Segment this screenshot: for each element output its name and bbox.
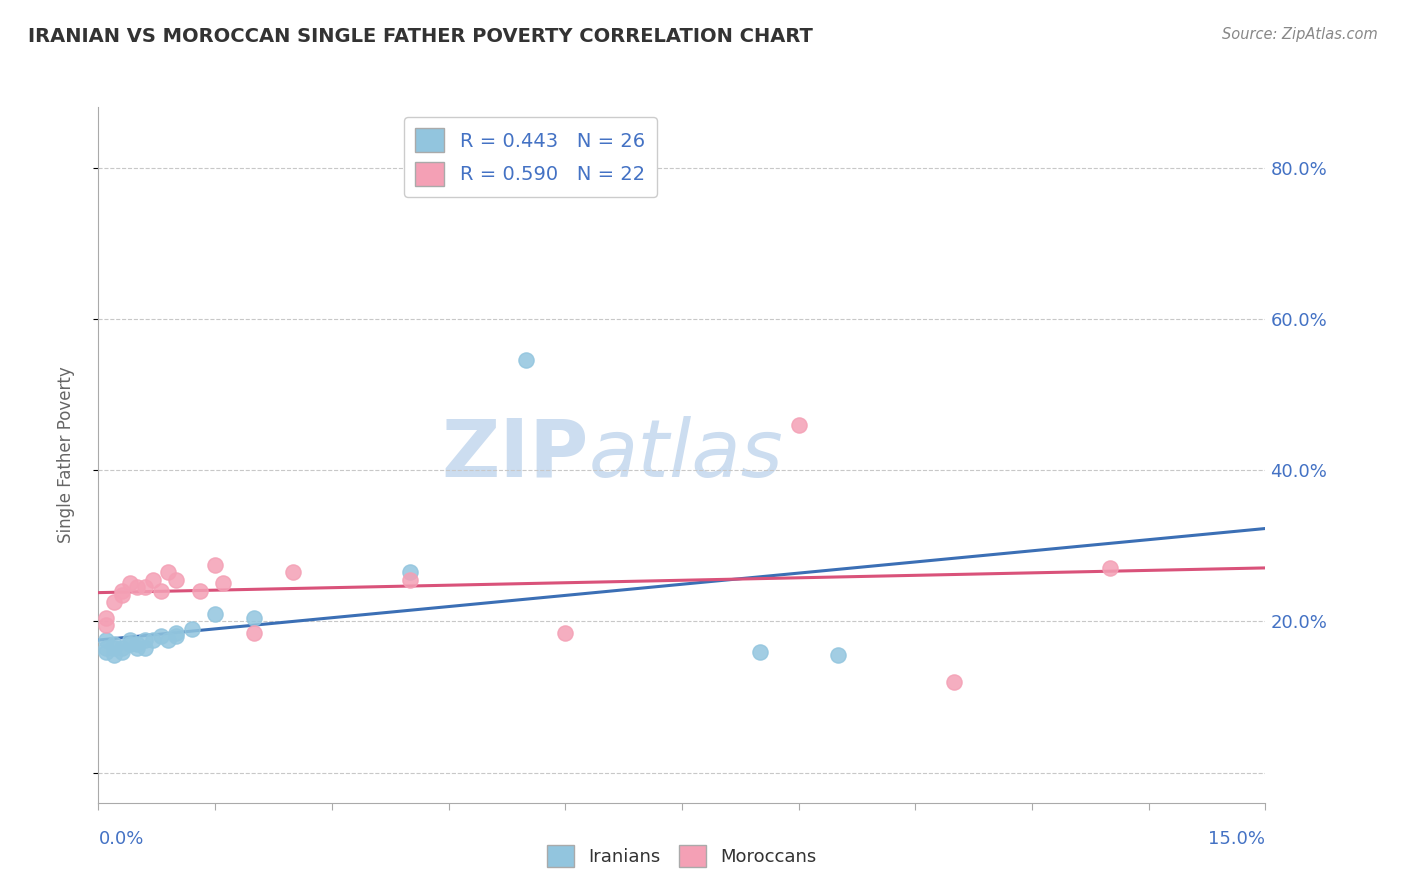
Point: [134, 640, 156, 655]
Point: [118, 633, 141, 648]
Point: [111, 640, 134, 655]
Point: [118, 576, 141, 591]
Point: [515, 353, 537, 368]
Point: [165, 625, 187, 640]
Point: [398, 573, 420, 587]
Point: [96, 640, 118, 655]
Point: [127, 637, 149, 651]
Point: [787, 417, 810, 432]
Point: [943, 674, 966, 689]
Point: [142, 633, 165, 648]
Point: [157, 565, 180, 579]
Point: [212, 576, 235, 591]
Point: [111, 584, 134, 599]
Point: [111, 644, 134, 658]
Point: [281, 565, 304, 579]
Point: [103, 637, 125, 651]
Point: [127, 640, 149, 655]
Point: [204, 607, 226, 621]
Point: [204, 558, 226, 572]
Point: [103, 640, 125, 655]
Point: [243, 625, 266, 640]
Point: [103, 648, 125, 663]
Point: [96, 610, 118, 624]
Point: [96, 618, 118, 632]
Point: [96, 644, 118, 658]
Point: [165, 573, 187, 587]
Point: [127, 580, 149, 594]
Legend: Iranians, Moroccans: Iranians, Moroccans: [540, 838, 824, 874]
Point: [149, 584, 172, 599]
Point: [554, 625, 576, 640]
Point: [157, 633, 180, 648]
Point: [1098, 561, 1121, 575]
Y-axis label: Single Father Poverty: Single Father Poverty: [56, 367, 75, 543]
Point: [142, 573, 165, 587]
Text: 15.0%: 15.0%: [1208, 830, 1265, 847]
Point: [111, 588, 134, 602]
Point: [134, 580, 156, 594]
Point: [243, 610, 266, 624]
Point: [103, 595, 125, 609]
Point: [149, 629, 172, 643]
Point: [165, 629, 187, 643]
Point: [118, 637, 141, 651]
Text: 0.0%: 0.0%: [98, 830, 143, 847]
Point: [180, 622, 202, 636]
Point: [748, 644, 770, 658]
Point: [827, 648, 849, 663]
Point: [96, 633, 118, 648]
Text: atlas: atlas: [589, 416, 783, 494]
Text: Source: ZipAtlas.com: Source: ZipAtlas.com: [1222, 27, 1378, 42]
Text: ZIP: ZIP: [441, 416, 589, 494]
Point: [188, 584, 211, 599]
Text: IRANIAN VS MOROCCAN SINGLE FATHER POVERTY CORRELATION CHART: IRANIAN VS MOROCCAN SINGLE FATHER POVERT…: [28, 27, 813, 45]
Point: [134, 633, 156, 648]
Point: [398, 565, 420, 579]
